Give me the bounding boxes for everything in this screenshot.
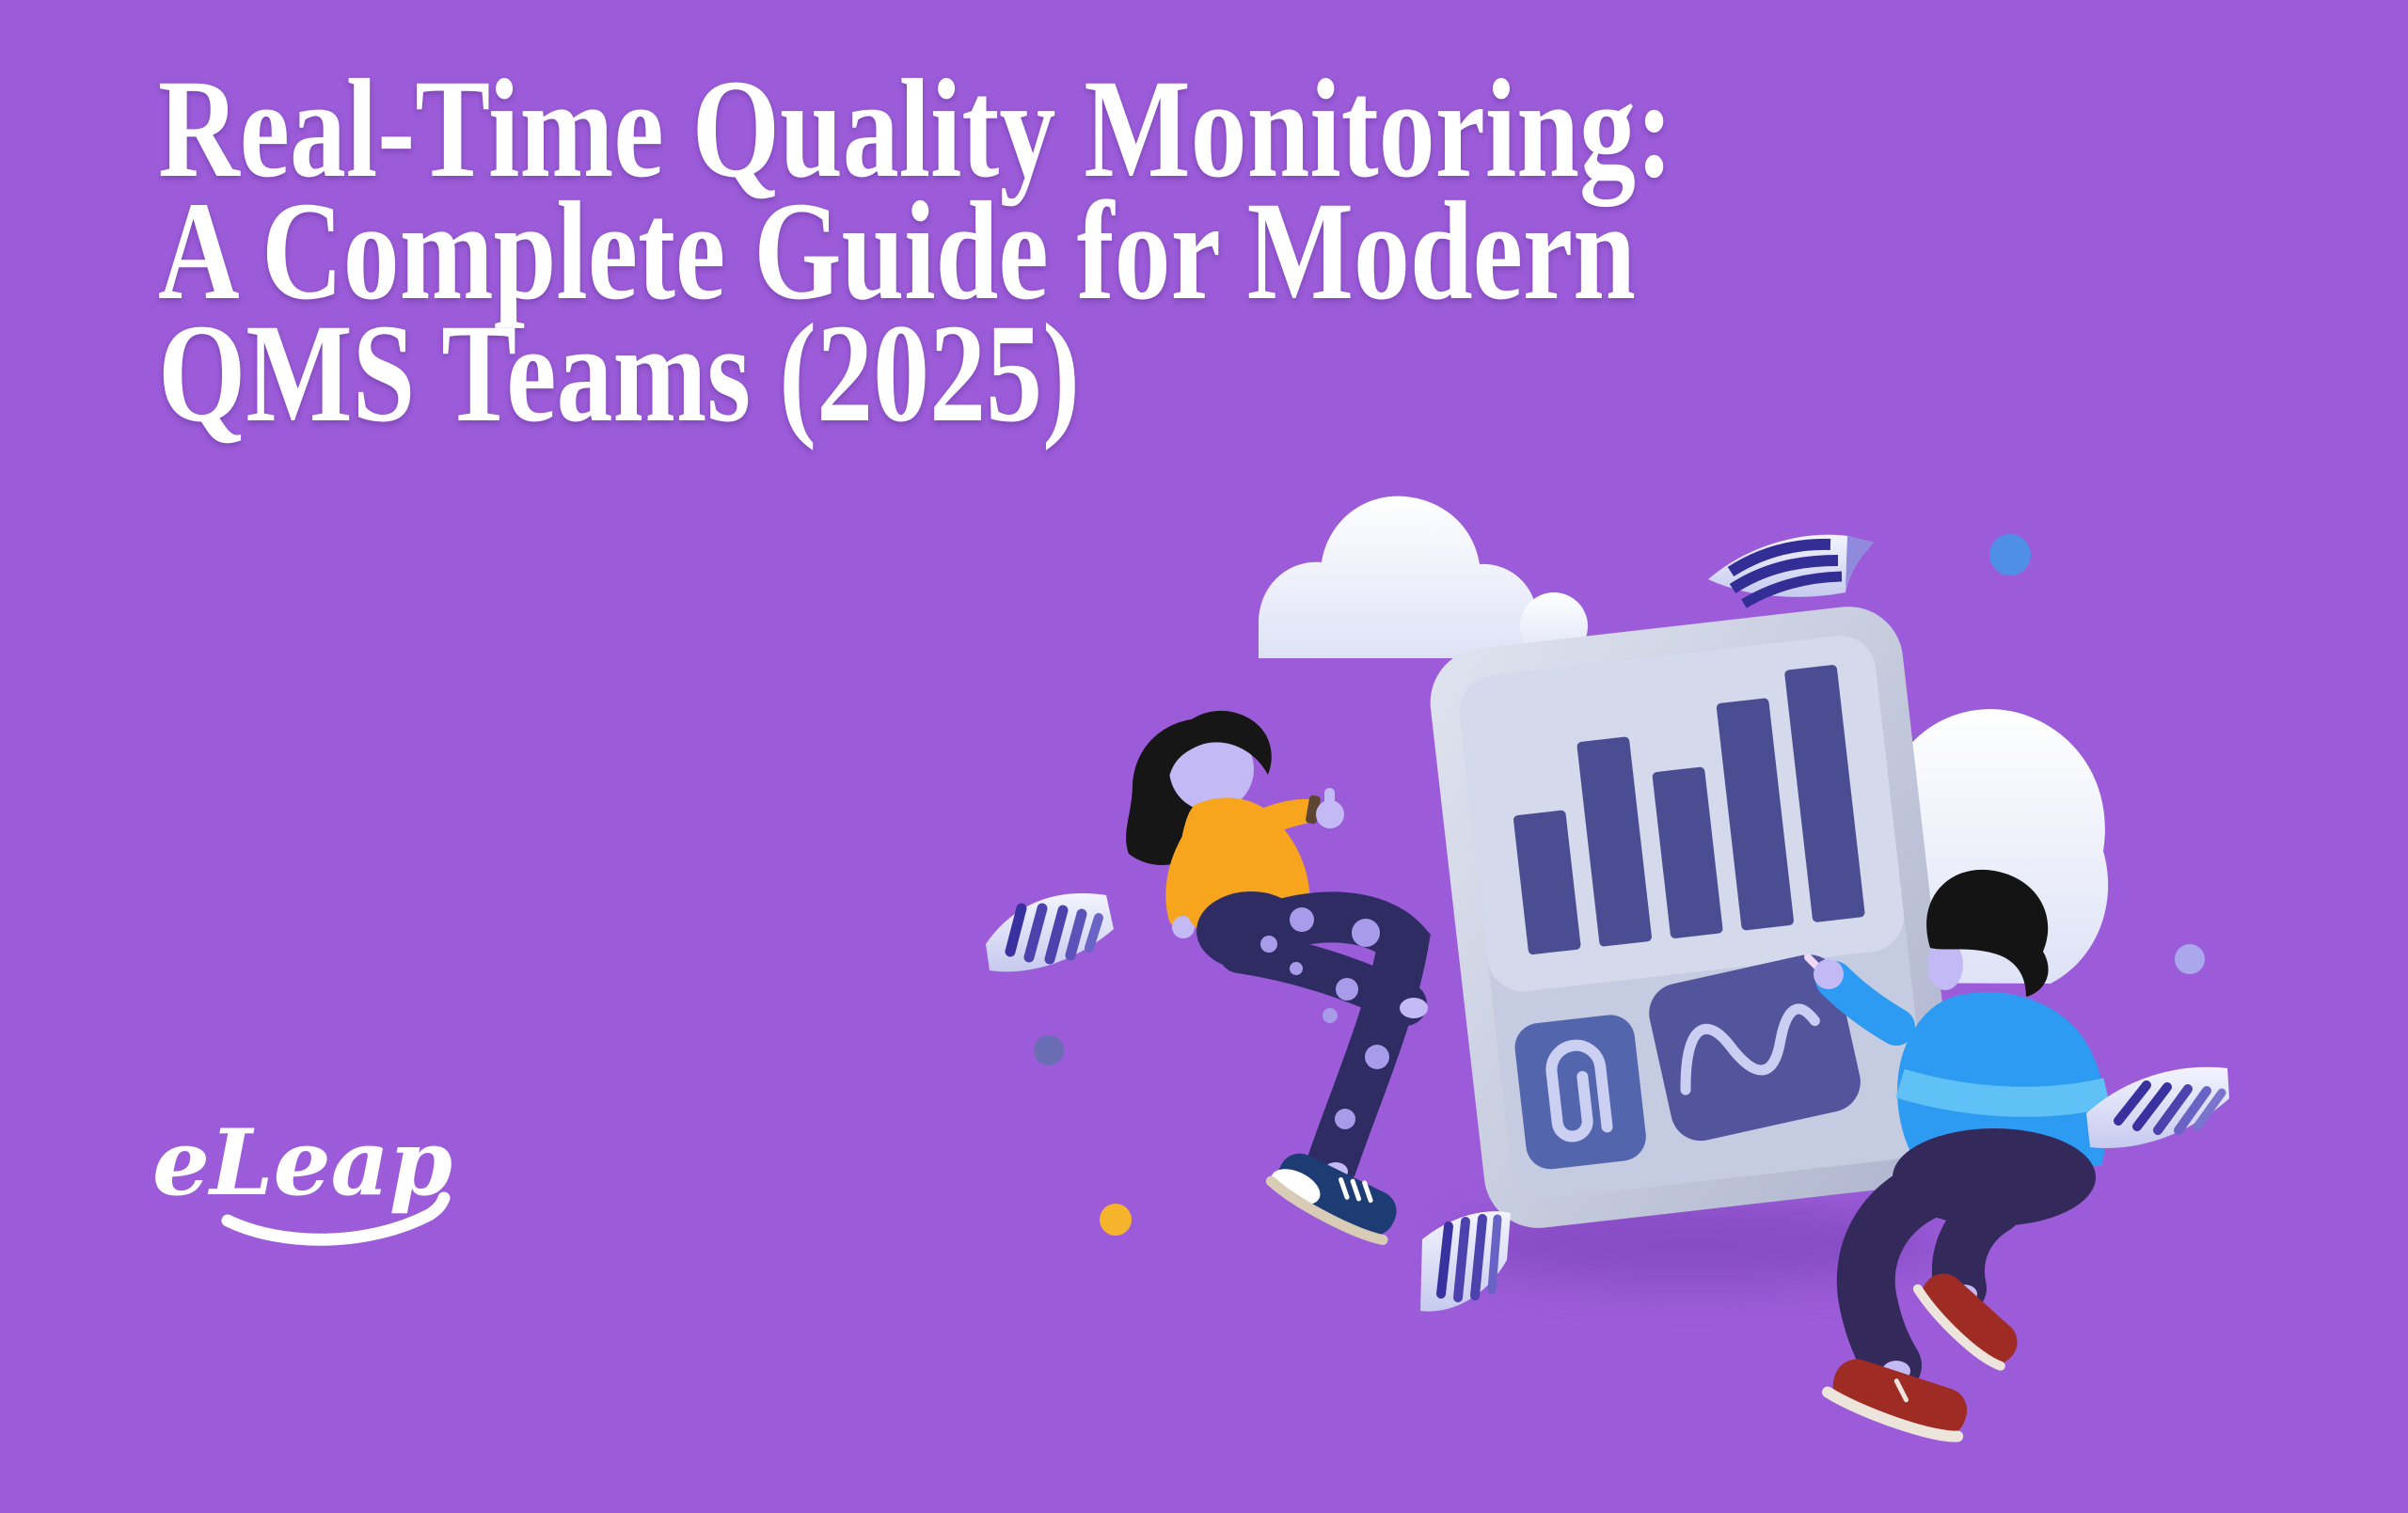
title-line-2: A Complete Guide for Modern xyxy=(158,173,1636,329)
lavender-dot xyxy=(2175,944,2205,974)
character-woman xyxy=(1126,710,1431,1245)
page-title: Real-Time Quality Monitoring: A Complete… xyxy=(158,51,1673,451)
man-leg-back xyxy=(1931,1181,2022,1315)
man-shoe-back xyxy=(1912,1273,2018,1371)
man-sweater-stripe xyxy=(1895,1068,2111,1117)
tablet xyxy=(1430,607,1957,1228)
bar xyxy=(1652,766,1723,938)
woman-foot-back xyxy=(1400,998,1428,1018)
man-arm xyxy=(1815,961,1915,1046)
eleap-logo: eLeap xyxy=(152,1110,452,1246)
title-line-1: Real-Time Quality Monitoring: xyxy=(158,51,1673,207)
woman-sneaker xyxy=(1265,1153,1397,1245)
wave-chart-icon xyxy=(1680,1003,1820,1095)
character-man xyxy=(1804,869,2111,1442)
man-leg-front xyxy=(1836,1158,1963,1395)
man-hand xyxy=(1814,959,1844,989)
man-hair xyxy=(1926,869,2049,997)
title-line-3: QMS Teams (2025) xyxy=(158,295,1081,451)
man-body xyxy=(1897,992,2107,1166)
flying-paper-icon xyxy=(2086,1066,2229,1149)
yellow-dot xyxy=(1100,1204,1132,1236)
flying-paper-icon xyxy=(1420,1211,1511,1312)
man-shoe-front xyxy=(1821,1359,1968,1442)
bar xyxy=(1576,736,1652,947)
bar xyxy=(1784,665,1865,922)
woman-hand-down xyxy=(1172,916,1195,938)
woman-polka-dots xyxy=(1260,907,1389,1129)
bar xyxy=(1716,698,1794,931)
blue-dot xyxy=(1989,534,2031,575)
woman-leg-front xyxy=(1226,891,1431,1190)
woman-hair-cap xyxy=(1167,710,1272,777)
man-face xyxy=(1927,939,1963,990)
woman-arm-raised xyxy=(1238,798,1315,846)
paperclip-icon xyxy=(1545,1039,1613,1143)
flying-paper-icon xyxy=(1708,534,1874,608)
woman-hand-raised xyxy=(1316,800,1344,828)
eleap-logo-text: eLeap xyxy=(152,1110,452,1216)
bar xyxy=(1513,810,1581,955)
eleap-logo-swash xyxy=(221,1191,451,1246)
wave-tile xyxy=(1649,954,1861,1142)
woman-leg-back xyxy=(1218,930,1427,1026)
paperclip-tile xyxy=(1514,1015,1646,1170)
bar-chart xyxy=(1513,665,1865,955)
indigo-dot xyxy=(1034,1035,1064,1065)
cloud-left xyxy=(1259,496,1588,660)
flying-paper-icon xyxy=(986,893,1114,972)
